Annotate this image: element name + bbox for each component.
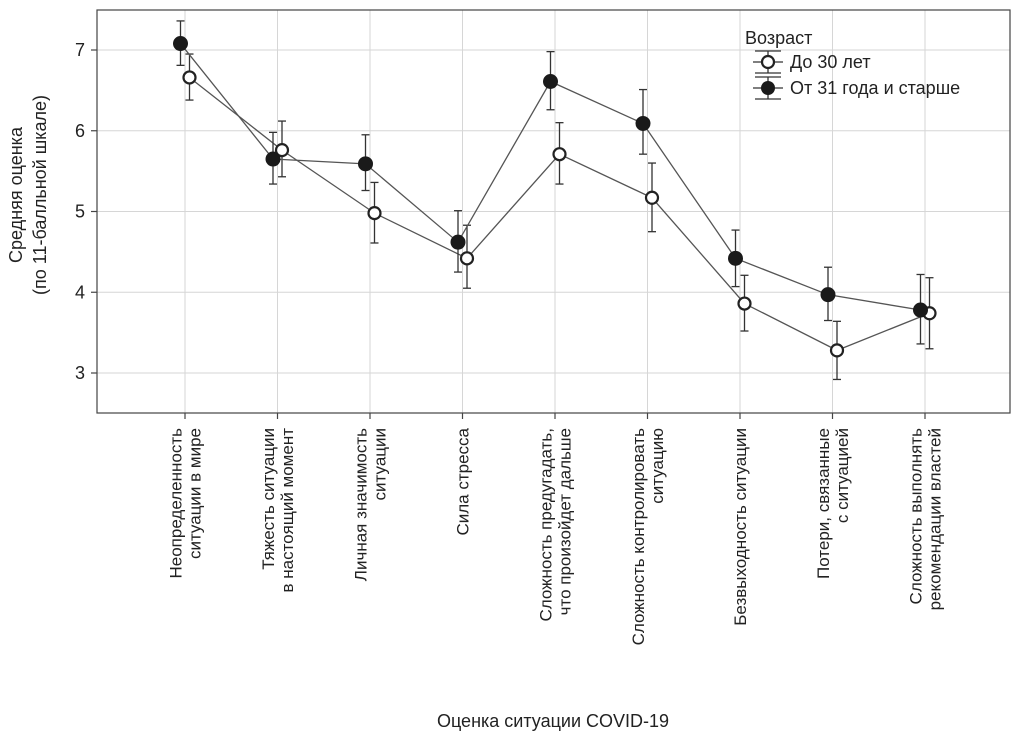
data-point-filled [266,152,280,166]
legend-label: От 31 года и старше [790,78,960,98]
x-category-label: Тяжесть ситуации [259,428,278,570]
data-point-open [369,207,381,219]
y-axis-title: (по 11-балльной шкале) [30,95,50,295]
x-category-label: Сила стресса [454,427,473,535]
x-category-label: Неопределенность [167,428,186,579]
legend-title: Возраст [745,28,812,48]
legend: Возраст До 30 лет От 31 года и старше [745,28,960,99]
data-point-filled [729,251,743,265]
x-category-label: Сложность выполнять [907,428,926,605]
axes: 3 4 5 6 7 Неопределенность ситуации в мире Тяже… [75,10,1010,645]
data-point-open [646,192,658,204]
data-point-open [739,298,751,310]
data-point-open [461,252,473,264]
x-category-label: Потери, связанные [814,428,833,579]
x-category-label: Безвыходность ситуации [731,428,750,626]
data-point-filled [821,288,835,302]
x-axis-title: Оценка ситуации COVID-19 [437,711,669,731]
y-tick-label: 3 [75,363,85,383]
x-category-label: Сложность контролировать [629,428,648,646]
x-category-label: Сложность предугадать, [537,428,556,622]
x-category-label: в настоящий момент [278,428,297,593]
y-tick-label: 4 [75,282,85,302]
x-category-label: рекомендации властей [926,428,945,610]
data-point-open [184,71,196,83]
x-category-label: с ситуацией [833,428,852,523]
series-line [190,77,930,350]
x-category-label: ситуации в мире [186,428,205,559]
data-point-filled [359,157,373,171]
data-point-filled [914,303,928,317]
x-category-label: Личная значимость [352,428,371,581]
y-tick-label: 6 [75,121,85,141]
data-point-open [554,148,566,160]
data-point-filled [451,235,465,249]
data-point-open [831,344,843,356]
y-axis-title: Средняя оценка [6,126,26,263]
y-tick-label: 5 [75,202,85,222]
legend-marker-filled [761,81,775,95]
data-point-filled [636,116,650,130]
x-category-label: ситуации [371,428,390,500]
legend-label: До 30 лет [790,52,871,72]
y-tick-label: 7 [75,40,85,60]
x-category-label: ситуацию [648,428,667,504]
x-category-label: что произойдет дальше [556,428,575,615]
data-point-filled [544,74,558,88]
legend-marker-open [762,56,774,68]
grid [97,10,1010,413]
data-point-filled [174,37,188,51]
